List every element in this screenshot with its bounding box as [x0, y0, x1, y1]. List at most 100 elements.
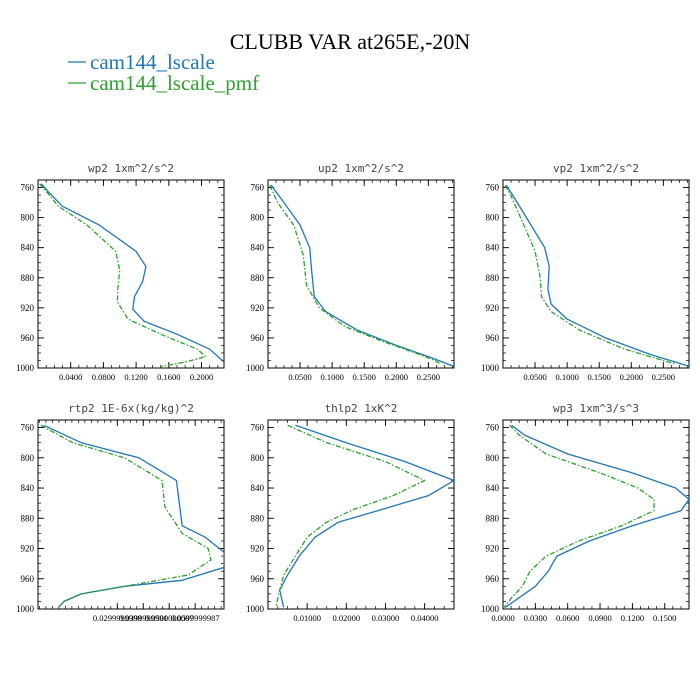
x-tick-label: 0.0000 [491, 613, 514, 623]
y-tick-label: 1000 [16, 604, 35, 614]
x-tick-label: 0.0900 [588, 613, 611, 623]
panel-2: up2 1xm^2/s^2 760 800 840 880 920 960 1000 0.050… [246, 162, 455, 382]
y-tick-label: 880 [21, 513, 35, 523]
plot-frame [37, 419, 225, 610]
series-line-lscale [270, 184, 454, 368]
x-tick-label: 0.1000 [320, 372, 343, 382]
panel-1: wp2 1xm^2/s^2 760 800 840 880 920 960 1000 0.040… [16, 162, 225, 382]
panel-title: vp2 1xm^2/s^2 [553, 162, 639, 175]
x-tick-label: 0.1200 [124, 372, 147, 382]
x-tick-label: 0.2000 [620, 372, 643, 382]
y-tick-label: 800 [486, 453, 500, 463]
y-tick-label: 960 [21, 574, 35, 584]
series-line-lscale-pmf [40, 424, 212, 608]
series-line-lscale-pmf [39, 183, 207, 368]
plot-frame [267, 179, 455, 369]
series-line-lscale-pmf [269, 185, 442, 365]
panels: wp2 1xm^2/s^2 760 800 840 880 920 960 1000 0.040… [16, 162, 690, 623]
plot-frame [267, 419, 455, 610]
y-tick-label: 800 [251, 453, 265, 463]
x-tick-label: 0.1000 [555, 372, 578, 382]
panel-title: wp2 1xm^2/s^2 [88, 162, 174, 175]
series-line-lscale-pmf [503, 424, 655, 608]
y-tick-label: 1000 [481, 604, 500, 614]
x-tick-label: 0.0500 [288, 372, 311, 382]
x-tick-label: 0.0300 [524, 613, 547, 623]
x-tick-label: 0.04000 [411, 613, 439, 623]
y-tick-label: 920 [21, 303, 35, 313]
x-tick-label: 0.2000 [190, 372, 213, 382]
y-tick-label: 800 [251, 213, 265, 223]
y-tick-label: 920 [251, 544, 265, 554]
x-tick-label: 0.1500 [588, 372, 611, 382]
x-tick-label: 0.1500 [653, 613, 676, 623]
x-tick-label: 0.0600 [556, 613, 579, 623]
x-tick-label: 0.1200 [621, 613, 644, 623]
x-tick-label: 0.0399999991 [119, 613, 168, 623]
legend: cam144_lscale cam144_lscale_pmf [68, 50, 259, 95]
y-tick-label: 760 [21, 183, 35, 193]
y-tick-label: 960 [486, 333, 500, 343]
y-tick-label: 920 [486, 303, 500, 313]
x-tick-label: 0.2500 [652, 372, 675, 382]
y-tick-label: 760 [486, 183, 500, 193]
panel-4: rtp2 1E-6x(kg/kg)^2 760 800 840 880 920 960 100… [16, 402, 225, 623]
legend-label-lscale-pmf: cam144_lscale_pmf [90, 71, 259, 95]
series-line-lscale [505, 184, 689, 368]
y-tick-label: 1000 [16, 363, 35, 373]
series-line-lscale [504, 424, 689, 609]
y-tick-label: 1000 [481, 363, 500, 373]
y-tick-label: 920 [21, 544, 35, 554]
y-tick-label: 840 [21, 483, 35, 493]
series-line-lscale-pmf [504, 184, 677, 365]
y-tick-label: 760 [251, 183, 265, 193]
y-tick-label: 880 [251, 513, 265, 523]
y-tick-label: 840 [251, 483, 265, 493]
y-tick-label: 840 [486, 483, 500, 493]
y-tick-label: 920 [251, 303, 265, 313]
x-tick-label: 0.2000 [385, 372, 408, 382]
y-tick-label: 800 [21, 213, 35, 223]
figure-title: CLUBB VAR at265E,-20N [230, 29, 471, 54]
x-tick-label: 0.1500 [353, 372, 376, 382]
series-line-lscale [279, 424, 454, 608]
x-tick-label: 0.0599999987 [171, 613, 220, 623]
series-line-lscale-pmf [275, 424, 426, 608]
y-tick-label: 880 [486, 273, 500, 283]
y-tick-label: 960 [251, 333, 265, 343]
y-tick-label: 760 [21, 423, 35, 433]
y-tick-label: 1000 [246, 604, 265, 614]
panel-title: rtp2 1E-6x(kg/kg)^2 [68, 402, 194, 415]
y-tick-label: 800 [21, 453, 35, 463]
y-tick-label: 880 [486, 513, 500, 523]
y-tick-label: 840 [21, 243, 35, 253]
series-line-lscale [43, 424, 224, 608]
panel-title: thlp2 1xK^2 [325, 402, 398, 415]
panel-6: wp3 1xm^3/s^3 760 800 840 880 920 960 10000.000… [481, 402, 690, 623]
x-tick-label: 0.0800 [92, 372, 115, 382]
series-line-lscale [40, 183, 224, 363]
y-tick-label: 960 [251, 574, 265, 584]
x-tick-label: 0.0500000007 [145, 613, 194, 623]
panel-5: thlp2 1xK^2 760 800 840 880 920 960 1000 0.01000… [246, 402, 455, 623]
y-tick-label: 760 [486, 423, 500, 433]
y-tick-label: 760 [251, 423, 265, 433]
y-tick-label: 920 [486, 544, 500, 554]
y-tick-label: 840 [251, 243, 265, 253]
x-tick-label: 0.0299999998 [93, 613, 142, 623]
x-tick-label: 0.2500 [417, 372, 440, 382]
plot-frame [37, 179, 225, 369]
y-tick-label: 840 [486, 243, 500, 253]
panel-3: vp2 1xm^2/s^2 760 800 840 880 920 960 1000 0.050… [481, 162, 690, 382]
x-tick-label: 0.0500 [523, 372, 546, 382]
y-tick-label: 960 [21, 333, 35, 343]
x-tick-label: 0.1600 [157, 372, 180, 382]
x-tick-label: 0.03000 [372, 613, 400, 623]
y-tick-label: 960 [486, 574, 500, 584]
x-tick-label: 0.02000 [333, 613, 361, 623]
x-tick-label: 0.0400 [59, 372, 82, 382]
y-tick-label: 880 [251, 273, 265, 283]
plot-frame [502, 419, 690, 610]
y-tick-label: 800 [486, 213, 500, 223]
